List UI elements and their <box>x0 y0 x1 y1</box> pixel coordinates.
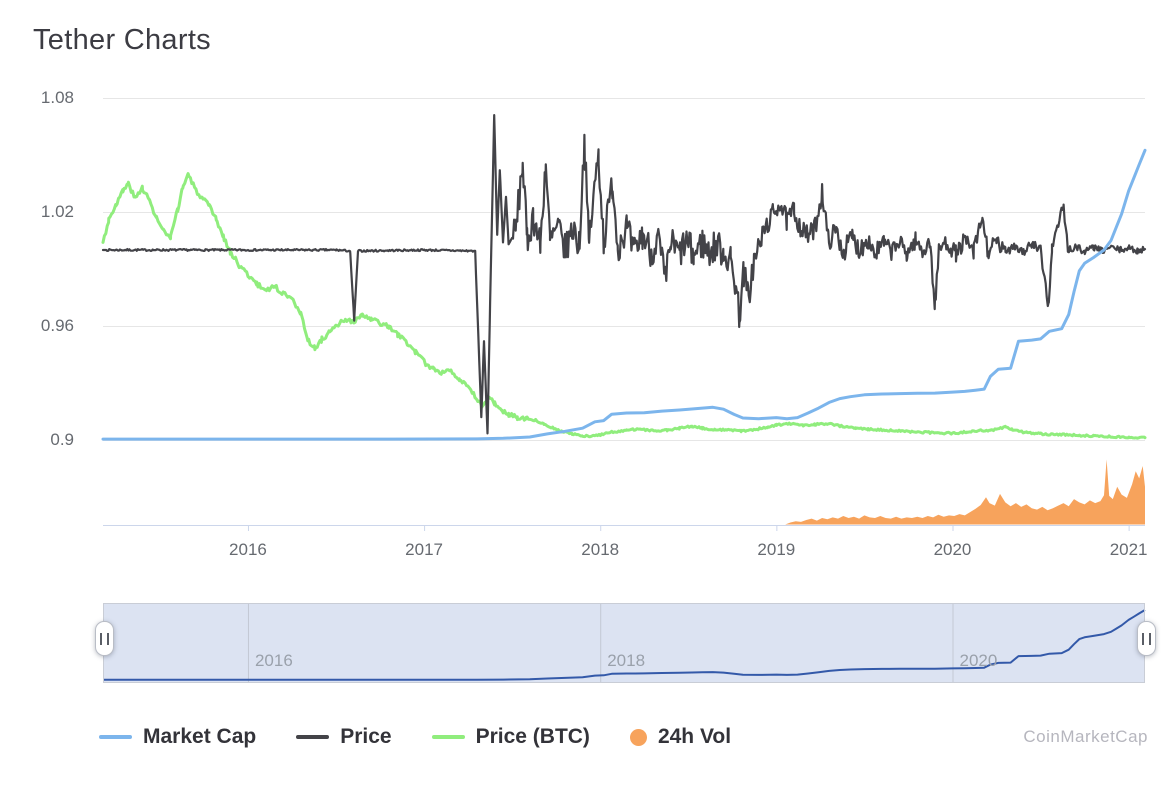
chart-canvas[interactable] <box>0 0 1175 700</box>
x-axis-label: 2018 <box>581 540 620 559</box>
market-cap-line-marker <box>99 735 132 739</box>
handle-grip-icon <box>99 632 109 645</box>
navigator-mask[interactable] <box>103 603 1145 683</box>
price-line <box>101 114 1147 435</box>
legend-item-market-cap[interactable]: Market Cap <box>99 725 256 749</box>
y-axis-label: 1.08 <box>40 88 74 107</box>
legend-label-price-btc: Price (BTC) <box>475 725 590 748</box>
chart-legend: Market Cap Price Price (BTC) 24h Vol <box>99 725 731 749</box>
legend-label-price: Price <box>340 725 392 748</box>
legend-label-24h-vol: 24h Vol <box>657 725 732 748</box>
price-btc-line-marker <box>431 735 465 739</box>
legend-item-price[interactable]: Price <box>296 725 392 749</box>
navigator-year-label: 2018 <box>607 651 646 670</box>
navigator-right-handle[interactable] <box>1136 621 1156 656</box>
legend-item-24h-vol[interactable]: 24h Vol <box>629 725 732 749</box>
x-axis-label: 2020 <box>933 540 972 559</box>
navigator-year-label: 2016 <box>254 651 293 670</box>
coinmarketcap-watermark: CoinMarketCap <box>1023 727 1148 746</box>
price-line-marker <box>296 735 330 739</box>
vol-circle-marker <box>629 728 647 746</box>
navigator-year-label: 2020 <box>959 651 998 670</box>
handle-grip-icon <box>1141 632 1151 645</box>
x-axis-label: 2016 <box>229 540 267 559</box>
market-cap-line <box>101 148 1147 441</box>
legend-label-market-cap: Market Cap <box>143 725 257 748</box>
x-axis-label: 2021 <box>1109 540 1148 559</box>
y-axis-label: 0.96 <box>40 316 74 335</box>
x-axis-label: 2019 <box>757 540 796 559</box>
x-axis-label: 2017 <box>405 540 443 559</box>
price-btc--line <box>101 172 1147 440</box>
legend-item-price-btc[interactable]: Price (BTC) <box>431 725 590 749</box>
volume-area <box>785 459 1145 525</box>
y-axis-label: 1.02 <box>40 202 74 221</box>
navigator-left-handle[interactable] <box>94 621 114 656</box>
navigator-series-line <box>103 609 1146 681</box>
chart-title: Tether Charts <box>33 24 211 56</box>
y-axis-label: 0.9 <box>50 430 74 449</box>
